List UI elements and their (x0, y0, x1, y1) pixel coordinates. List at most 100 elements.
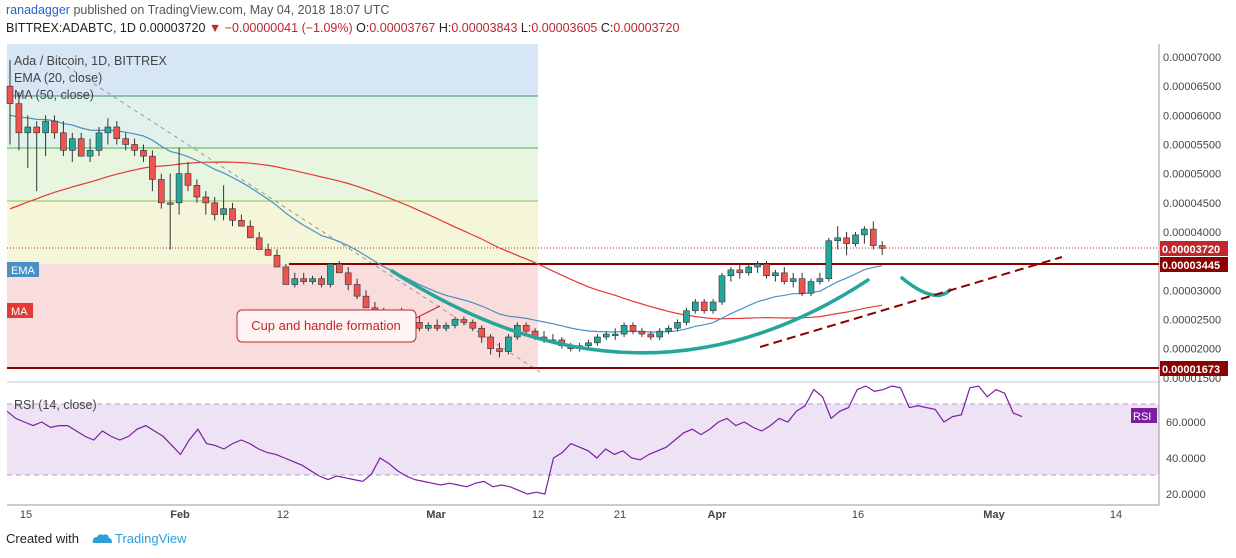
price-tick-label: 0.00006000 (1163, 110, 1221, 122)
rsi-ticks: 20.0000 40.0000 60.0000 (1166, 417, 1206, 501)
candle-body (869, 228, 877, 246)
candle-body (273, 255, 281, 268)
candle-body (24, 126, 32, 134)
candle-body (602, 333, 610, 338)
time-tick-label: May (983, 509, 1005, 520)
support-label-bg (1160, 361, 1228, 376)
candle-body (745, 266, 753, 274)
candle-body (149, 155, 156, 180)
candle-body (620, 325, 628, 335)
candle-body (665, 327, 672, 332)
cup-curve (390, 269, 870, 355)
candle-body (424, 325, 432, 329)
author-link[interactable]: ranadagger (6, 3, 70, 17)
candle-body (718, 275, 726, 303)
rsi-tag (1131, 408, 1157, 423)
candle-body (727, 269, 735, 277)
candle-body (335, 263, 343, 274)
candle-body (95, 132, 103, 151)
candle-body (77, 138, 85, 157)
price-tick-label: 0.00007000 (1163, 52, 1221, 64)
candle-body (362, 295, 370, 309)
candle-body (344, 272, 352, 285)
candle-body (318, 278, 325, 285)
ema-tag (7, 262, 39, 277)
last-price: 0.00003720 (139, 21, 206, 35)
candle-body (33, 126, 41, 134)
price-tick-label: 0.00005500 (1163, 139, 1221, 151)
fib-band-4 (7, 201, 538, 264)
candle-body (327, 263, 334, 285)
publish-info: published on TradingView.com, May 04, 20… (73, 3, 390, 17)
candle-body (789, 278, 797, 282)
open-label: O: (356, 21, 370, 35)
last-price-label-bg (1160, 241, 1228, 256)
price-tick-label: 0.00004500 (1163, 198, 1221, 210)
candle-body (505, 336, 512, 352)
candle-body (175, 173, 183, 204)
price-tick-label: 0.00005000 (1163, 169, 1221, 181)
candle-body (51, 120, 58, 134)
candle-body (42, 120, 49, 134)
resistance-label-bg (1160, 257, 1228, 272)
price-change: ▼ −0.00000041 (−1.09%) (208, 21, 353, 35)
candle-body (442, 325, 450, 329)
publish-line: ranadagger published on TradingView.com,… (6, 3, 389, 17)
candle-body (798, 278, 806, 294)
candle-body (611, 333, 619, 336)
candle-body (309, 278, 316, 282)
candle-body (416, 322, 423, 329)
last-price-label: 0.00003720 (1162, 244, 1220, 256)
time-tick-label: 14 (1110, 509, 1122, 520)
time-tick-label: Mar (426, 509, 446, 520)
candle-body (709, 301, 717, 312)
candle-body (113, 126, 121, 139)
candle-body (496, 348, 503, 352)
created-with: Created with (6, 531, 79, 546)
candle-body (255, 237, 263, 250)
candle-body (487, 336, 494, 349)
candle-body (700, 301, 708, 312)
candle-body (861, 228, 868, 236)
candle-body (6, 85, 14, 104)
resistance-label: 0.00003445 (1162, 260, 1220, 272)
candle-body (193, 185, 201, 198)
tradingview-brand[interactable]: TradingView (114, 531, 187, 546)
time-tick-label: Feb (170, 509, 190, 520)
candle-body (353, 284, 361, 297)
ma-legend: MA (50, close) (14, 88, 94, 102)
ma-tag (7, 303, 33, 318)
candle-body (585, 342, 592, 347)
time-tick-label: 12 (532, 509, 544, 520)
candle-body (282, 266, 290, 285)
candle-body (469, 322, 477, 329)
candle-body (238, 220, 245, 227)
price-tick-label: 0.00002500 (1163, 314, 1221, 326)
symbol-line: BITTREX:ADABTC, 1D 0.00003720 ▼ −0.00000… (6, 21, 679, 35)
chart-area[interactable]: 0.000015000.000020000.000025000.00003000… (0, 0, 1236, 520)
candle-body (647, 333, 655, 338)
candle-body (122, 138, 129, 145)
high-label: H: (438, 21, 452, 35)
time-tick-label: 12 (277, 509, 289, 520)
candle-body (451, 319, 459, 326)
low-label: L: (520, 21, 532, 35)
rsi-legend: RSI (14, close) (14, 398, 97, 412)
candle-body (131, 144, 138, 151)
rising-trend-line (759, 256, 1063, 348)
rsi-tick-label: 40.0000 (1166, 453, 1206, 465)
close-label: C: (600, 21, 614, 35)
annotation-pointer (415, 305, 441, 319)
candle-body (15, 103, 23, 134)
candle-body (184, 173, 192, 186)
open-value: 0.00003767 (369, 21, 436, 35)
candle-body (878, 245, 886, 249)
time-ticks: 15 Feb 12 Mar 12 21 Apr 16 May 14 (20, 509, 1122, 520)
annotation-box[interactable] (236, 309, 417, 343)
candle-body (291, 278, 299, 285)
candle-body (834, 237, 842, 242)
candle-body (69, 138, 76, 151)
candle-body (264, 249, 272, 256)
low-value: 0.00003605 (531, 21, 598, 35)
candles (6, 59, 886, 358)
